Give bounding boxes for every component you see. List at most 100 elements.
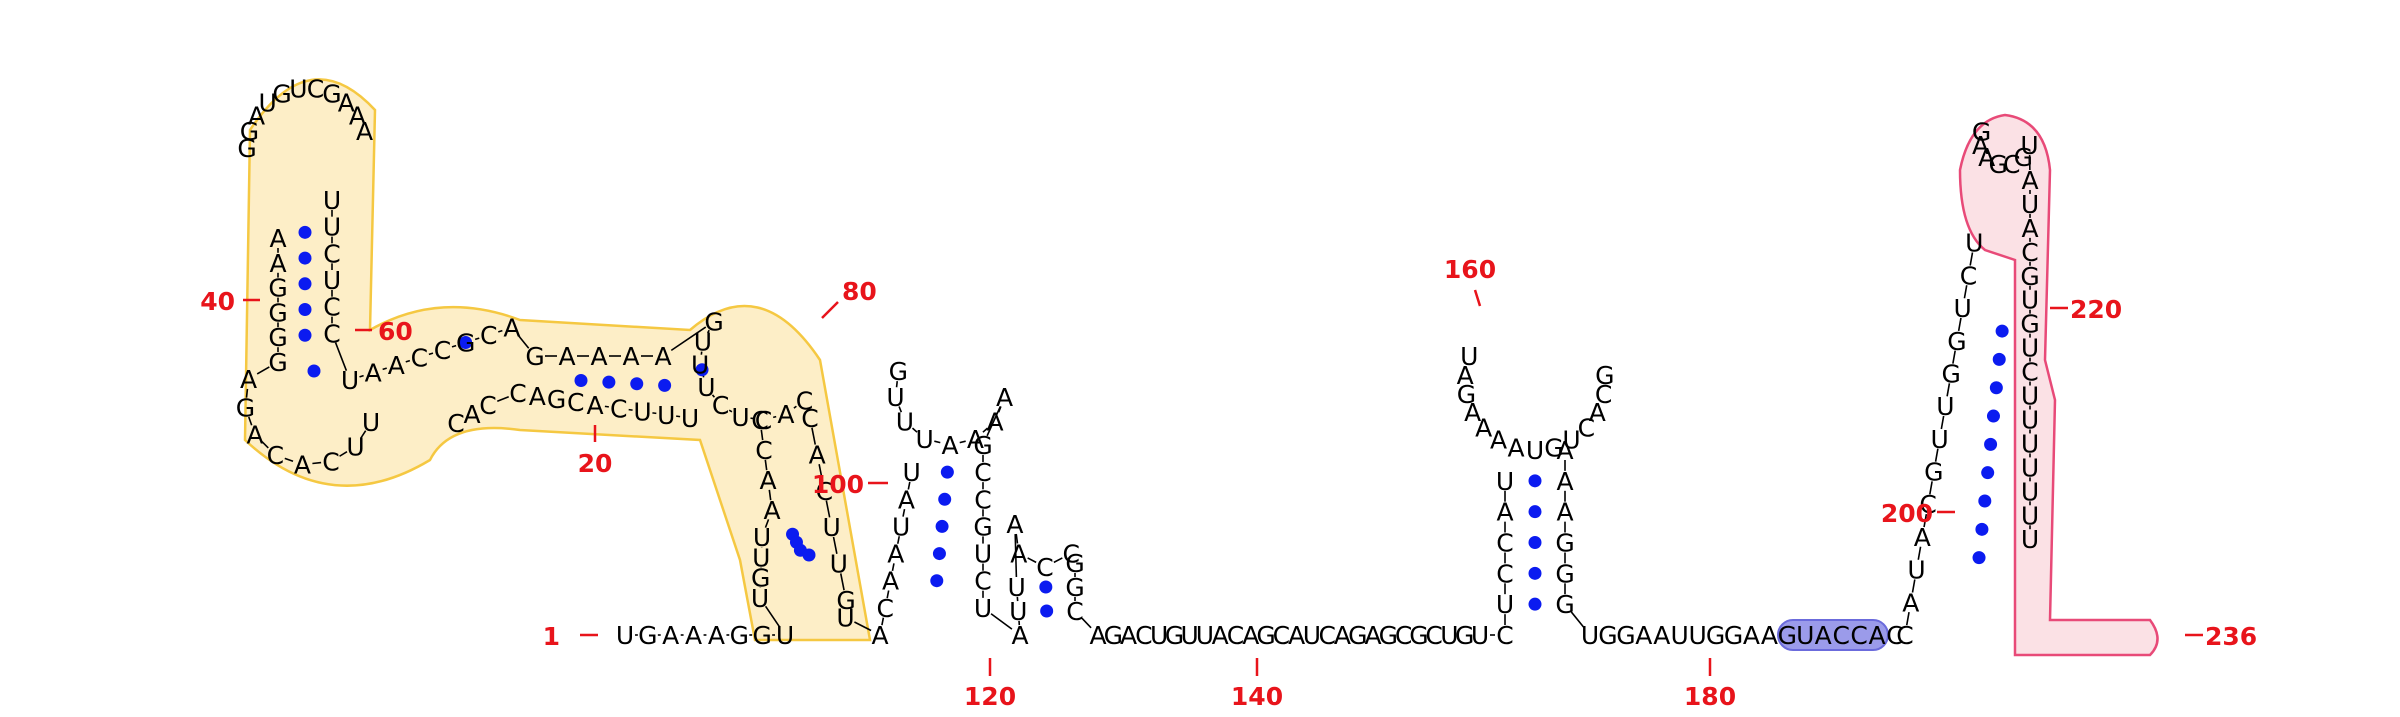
base-pair-dot xyxy=(298,251,312,265)
nucleotide: U xyxy=(2021,477,2039,506)
nucleotide: C xyxy=(434,336,451,365)
backbone-segment xyxy=(451,344,457,348)
nucleotide: A xyxy=(463,400,480,429)
nucleotide: A xyxy=(763,496,780,525)
nucleotide: C xyxy=(323,239,340,268)
nucleotide: A xyxy=(871,621,888,650)
nucleotide: G xyxy=(1065,549,1084,578)
nucleotide: U xyxy=(259,89,277,118)
backbone-segment xyxy=(1952,350,1956,364)
nucleotide: U xyxy=(1671,621,1689,650)
position-label: 80 xyxy=(842,277,877,306)
backbone-segment xyxy=(1934,448,1939,462)
nucleotide: A xyxy=(967,425,984,454)
backbone-segment xyxy=(261,441,269,449)
nucleotide: C xyxy=(1062,539,1079,568)
backbone-segment xyxy=(764,519,770,528)
nucleotide: G xyxy=(1989,150,2008,179)
nucleotide: G xyxy=(456,329,475,358)
backbone-segment xyxy=(902,508,906,517)
backbone-segment xyxy=(496,395,510,403)
backbone-segment xyxy=(248,416,253,426)
base-pair-dot xyxy=(930,574,944,588)
nucleotide: A xyxy=(1589,398,1606,427)
nucleotide: U xyxy=(2021,453,2039,482)
backbone-segment xyxy=(839,573,845,591)
backbone-segment xyxy=(1957,317,1962,332)
yellow-domain-highlight xyxy=(243,78,872,642)
backbone-segment xyxy=(284,457,294,462)
nucleotide: U xyxy=(1496,467,1514,496)
nucleotide: U xyxy=(681,404,699,433)
nucleotide: C xyxy=(755,436,772,465)
blue-motif-highlight xyxy=(1777,619,1889,651)
nucleotide: C xyxy=(1832,621,1849,650)
nucleotide: A xyxy=(708,621,725,650)
nucleotide: C xyxy=(1886,621,1903,650)
nucleotide: U xyxy=(1150,621,1168,650)
nucleotide: A xyxy=(1212,621,1229,650)
nucleotide: C xyxy=(1318,621,1335,650)
nucleotide: U xyxy=(830,550,848,579)
nucleotide: G xyxy=(272,79,291,108)
base-pair-dot xyxy=(459,336,473,349)
base-pair-dot xyxy=(574,374,588,387)
nucleotide: C xyxy=(1496,529,1513,558)
nucleotide: U xyxy=(1930,425,1948,454)
nucleotide: G xyxy=(1165,621,1184,650)
nucleotide: U xyxy=(323,266,341,295)
backbone-segment xyxy=(728,409,733,413)
nucleotide: A xyxy=(1334,621,1351,650)
nucleotide: C xyxy=(567,388,584,417)
nucleotide: A xyxy=(356,117,373,146)
nucleotide: U xyxy=(1688,621,1706,650)
backbone-lines xyxy=(245,154,2031,636)
base-pair-dots xyxy=(298,225,2009,618)
position-label: 160 xyxy=(1444,255,1496,284)
nucleotide: A xyxy=(1288,621,1305,650)
nucleotide: U xyxy=(323,186,341,215)
position-tick xyxy=(821,301,839,319)
nucleotide: G xyxy=(1724,621,1743,650)
backbone-segment xyxy=(1923,513,1928,528)
nucleotide: G xyxy=(704,307,723,336)
nucleotide: U xyxy=(1796,621,1814,650)
nucleotide: A xyxy=(248,102,265,131)
backbone-segment xyxy=(986,405,1002,437)
position-label: 40 xyxy=(200,287,235,316)
nucleotide: U xyxy=(1460,342,1478,371)
nucleotide: G xyxy=(1972,117,1991,146)
backbone-segment xyxy=(256,366,270,375)
backbone-segment xyxy=(772,415,777,419)
backbone-segment xyxy=(768,489,772,501)
nucleotide: G xyxy=(1778,621,1797,650)
base-pair-dot xyxy=(1528,474,1542,488)
nucleotide: A xyxy=(1464,398,1481,427)
nucleotide: A xyxy=(1653,621,1670,650)
nucleotide: C xyxy=(1896,621,1913,650)
base-pair-dot xyxy=(1981,466,1995,480)
nucleotide: G xyxy=(268,298,287,327)
nucleotide: U xyxy=(903,458,921,487)
base-pair-dot xyxy=(1992,352,2006,366)
nucleotide: A xyxy=(1902,588,1919,617)
backbone-segment xyxy=(854,621,872,632)
nucleotide: A xyxy=(246,421,263,450)
nucleotide: A xyxy=(1556,498,1573,527)
nucleotide: G xyxy=(836,586,855,615)
backbone-segment xyxy=(339,450,348,457)
nucleotide: C xyxy=(1850,621,1867,650)
nucleotide: U xyxy=(1954,294,1972,323)
base-pair-dot xyxy=(658,378,672,392)
nucleotide: G xyxy=(1104,621,1123,650)
nucleotide: C xyxy=(307,75,324,104)
position-label: 236 xyxy=(2205,622,2257,651)
nucleotide: A xyxy=(269,249,286,278)
nucleotide: C xyxy=(755,406,772,435)
nucleotide: U xyxy=(896,408,914,437)
backbone-segment xyxy=(1014,534,1018,578)
nucleotide: C xyxy=(1595,380,1612,409)
nucleotide: A xyxy=(1475,414,1492,443)
backbone-segment xyxy=(818,464,824,482)
backbone-segment xyxy=(1053,557,1063,564)
